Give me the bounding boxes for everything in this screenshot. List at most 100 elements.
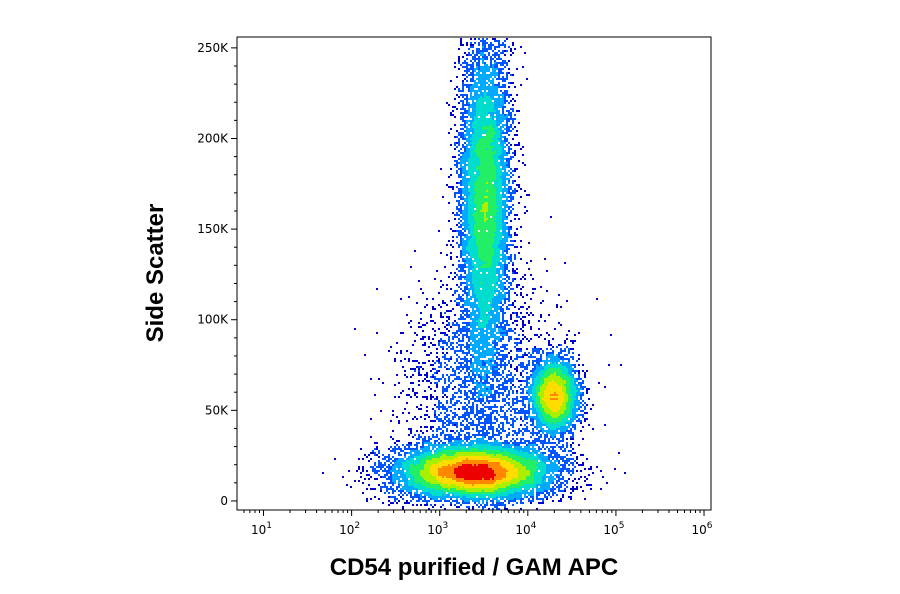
event-dot [464, 488, 466, 490]
event-dot [446, 472, 448, 474]
event-dot [432, 464, 434, 466]
event-dot [504, 238, 506, 240]
event-dot [540, 476, 542, 478]
event-dot [508, 466, 510, 468]
event-dot [492, 54, 494, 56]
event-dot [418, 438, 420, 440]
event-dot [402, 478, 404, 480]
event-dot [488, 84, 490, 86]
event-dot [406, 502, 408, 504]
event-dot [494, 478, 496, 480]
event-dot [502, 150, 504, 152]
event-dot [412, 460, 414, 462]
event-dot [466, 274, 468, 276]
event-dot [498, 474, 500, 476]
event-dot [506, 240, 508, 242]
event-dot [474, 496, 476, 498]
event-dot [502, 472, 504, 474]
event-dot [394, 450, 396, 452]
event-dot [446, 468, 448, 470]
event-dot [498, 152, 500, 154]
event-dot [442, 196, 444, 198]
event-dot [476, 290, 478, 292]
event-dot [506, 210, 508, 212]
event-dot [358, 480, 360, 482]
event-dot [500, 212, 502, 214]
event-dot [480, 174, 482, 176]
event-dot [460, 204, 462, 206]
event-dot [442, 482, 444, 484]
event-dot [384, 476, 386, 478]
event-dot [518, 450, 520, 452]
event-dot [404, 448, 406, 450]
event-dot [490, 422, 492, 424]
event-dot [448, 460, 450, 462]
event-dot [416, 446, 418, 448]
event-dot [508, 452, 510, 454]
event-dot [502, 60, 504, 62]
event-dot [518, 490, 520, 492]
event-dot [450, 484, 452, 486]
event-dot [464, 130, 466, 132]
event-dot [564, 490, 566, 492]
event-dot [484, 336, 486, 338]
event-dot [482, 88, 484, 90]
event-dot [454, 494, 456, 496]
event-dot [494, 214, 496, 216]
event-dot [490, 242, 492, 244]
event-dot [412, 448, 414, 450]
event-dot [466, 182, 468, 184]
event-dot [492, 492, 494, 494]
event-dot [454, 88, 456, 90]
event-dot [466, 250, 468, 252]
event-dot [532, 444, 534, 446]
event-dot [548, 456, 550, 458]
event-dot [422, 496, 424, 498]
event-dot [508, 72, 510, 74]
event-dot [472, 456, 474, 458]
event-dot [470, 136, 472, 138]
event-dot [524, 466, 526, 468]
event-dot [502, 480, 504, 482]
event-dot [476, 112, 478, 114]
event-dot [494, 286, 496, 288]
event-dot [552, 452, 554, 454]
event-dot [480, 210, 482, 212]
event-dot [496, 198, 498, 200]
event-dot [480, 328, 482, 330]
event-dot [466, 454, 468, 456]
event-dot [480, 138, 482, 140]
event-dot [488, 322, 490, 324]
event-dot [400, 464, 402, 466]
event-dot [474, 470, 476, 472]
event-dot [492, 226, 494, 228]
event-dot [484, 182, 486, 184]
event-dot [486, 202, 488, 204]
event-dot [488, 464, 490, 466]
event-dot [462, 466, 464, 468]
event-dot [486, 454, 488, 456]
event-dot [410, 478, 412, 480]
event-dot [490, 152, 492, 154]
event-dot [472, 506, 474, 508]
event-dot [460, 496, 462, 498]
event-dot [418, 464, 420, 466]
event-dot [486, 290, 488, 292]
event-dot [382, 470, 384, 472]
event-dot [482, 282, 484, 284]
event-dot [544, 496, 546, 498]
event-dot [394, 496, 396, 498]
event-dot [466, 128, 468, 130]
event-dot [466, 126, 468, 128]
event-dot [466, 476, 468, 478]
event-dot [482, 266, 484, 268]
event-dot [502, 490, 504, 492]
event-dot [508, 114, 510, 116]
event-dot [368, 454, 370, 456]
event-dot [488, 248, 490, 250]
event-dot [498, 214, 500, 216]
event-dot [530, 496, 532, 498]
event-dot [484, 364, 486, 366]
event-dot [484, 156, 486, 158]
event-dot [410, 480, 412, 482]
